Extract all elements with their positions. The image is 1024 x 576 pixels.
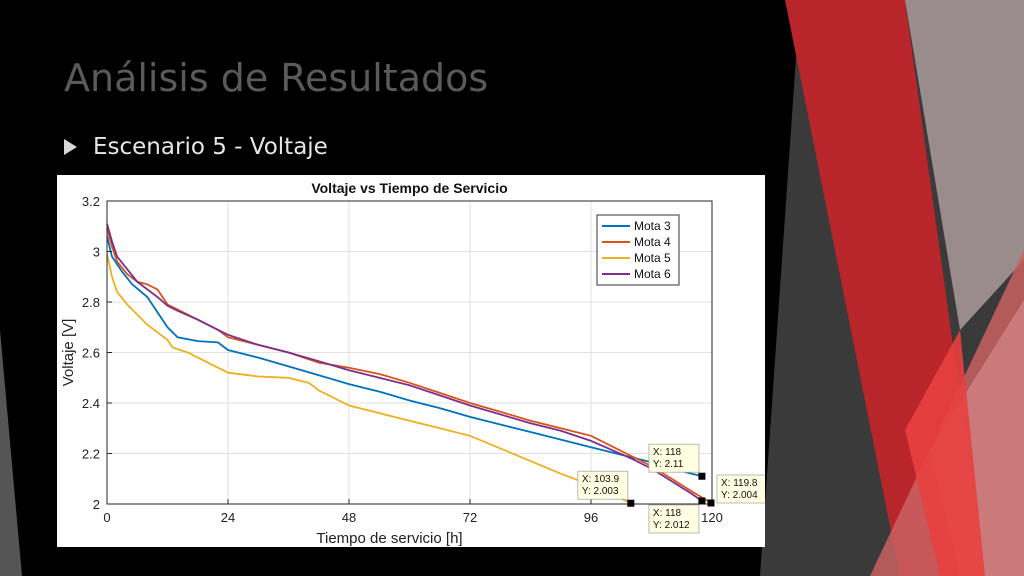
y-tick-label-0: 2	[93, 497, 100, 512]
bullet-text: Escenario 5 - Voltaje	[93, 134, 328, 160]
datatip-box-3	[716, 474, 765, 504]
y-tick-label-1: 2.2	[82, 447, 100, 462]
datatip-y-1: Y: 2.003	[582, 486, 619, 497]
datatip-box-0	[648, 443, 700, 473]
legend-label-1: Mota 4	[634, 235, 671, 249]
datatip-box-2	[648, 504, 700, 534]
series-line-mota-3	[106, 236, 703, 478]
chart-container: 0 24 48 72 96 120 2 2.2 2.4 2.6 2.8 3 3.2 Voltaje vs …	[57, 175, 765, 547]
y-tick-label-3: 2.6	[82, 346, 100, 361]
chart-title: Voltaje vs Tiempo de Servicio	[311, 180, 507, 196]
datatip-marker-3	[707, 499, 715, 507]
deco-left-gray-sliver	[0, 330, 22, 576]
datatip-x-3: X: 119.8	[721, 478, 758, 489]
datatip-marker-2	[698, 497, 706, 505]
series-line-mota-4	[106, 228, 712, 504]
datatip-marker-0	[698, 472, 706, 480]
x-tick-label-3: 72	[463, 510, 477, 525]
datatip-x-0: X: 118	[653, 447, 682, 458]
deco-gray-band	[905, 0, 1024, 330]
datatip-y-2: Y: 2.012	[653, 520, 690, 531]
legend-label-3: Mota 6	[634, 267, 671, 281]
series-line-mota-5	[106, 253, 632, 505]
datatip-y-3: Y: 2.004	[721, 490, 758, 501]
bullet-arrow-icon	[64, 139, 77, 155]
legend-label-0: Mota 3	[634, 219, 671, 233]
x-tick-label-5: 120	[701, 510, 723, 525]
slide-title: Análisis de Resultados	[64, 56, 489, 100]
y-tick-label-4: 2.8	[82, 295, 100, 310]
deco-bright-red-wedge	[905, 330, 985, 576]
series-line-mota-6	[106, 223, 703, 502]
datatip-x-1: X: 103.9	[582, 474, 620, 485]
bullet-item: Escenario 5 - Voltaje	[64, 130, 328, 164]
y-tick-label-5: 3	[93, 245, 100, 260]
x-tick-label-4: 96	[584, 510, 598, 525]
x-tick-label-2: 48	[342, 510, 356, 525]
legend-label-2: Mota 5	[634, 251, 671, 265]
x-tick-label-0: 0	[103, 510, 110, 525]
y-tick-label-2: 2.4	[82, 396, 100, 411]
datatip-marker-1	[627, 499, 635, 507]
y-axis-label: Voltaje [V]	[60, 319, 77, 387]
x-tick-label-1: 24	[221, 510, 235, 525]
datatip-x-2: X: 118	[653, 508, 682, 519]
voltage-chart: 0 24 48 72 96 120 2 2.2 2.4 2.6 2.8 3 3.2 Voltaje vs …	[60, 180, 765, 547]
datatip-y-0: Y: 2.11	[653, 459, 684, 470]
datatip-box-1	[577, 470, 629, 500]
x-axis-label: Tiempo de servicio [h]	[316, 530, 462, 547]
y-tick-label-6: 3.2	[82, 194, 100, 209]
